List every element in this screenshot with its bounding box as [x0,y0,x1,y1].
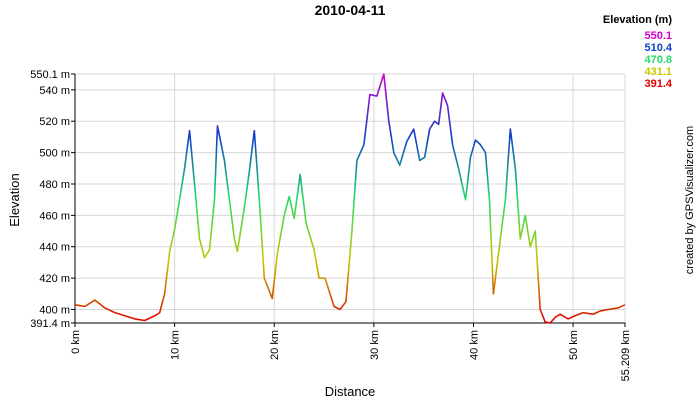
x-tick-label: 10 km [170,330,182,360]
y-tick-label: 520 m [39,116,70,128]
x-tick-label: 20 km [269,330,281,360]
y-tick-label: 400 m [39,305,70,317]
chart-title: 2010-04-11 [315,2,386,18]
x-tick-label: 0 km [70,330,82,354]
legend-value: 431.1 [644,66,672,78]
x-tick-label: 30 km [369,330,381,360]
y-axis-label: Elevation [7,173,22,226]
x-axis-label: Distance [325,384,376,399]
y-tick-label: 550.1 m [30,69,70,81]
legend-value: 510.4 [644,42,672,54]
y-tick-label: 540 m [39,85,70,97]
y-tick-label: 440 m [39,242,70,254]
legend-value: 550.1 [644,30,672,42]
legend-title: Elevation (m) [603,14,672,26]
y-tick-label: 500 m [39,148,70,160]
x-tick-label: 50 km [568,330,580,360]
legend-value: 391.4 [644,78,672,90]
y-tick-label: 460 m [39,210,70,222]
y-tick-label: 420 m [39,273,70,285]
x-tick-label: 55.209 km [620,330,632,381]
y-tick-label: 480 m [39,179,70,191]
elevation-line [74,73,626,324]
credit: created by GPSVisualizer.com [684,126,696,274]
x-tick-label: 40 km [468,330,480,360]
legend-value: 470.8 [644,54,672,66]
y-tick-label: 391.4 m [30,318,70,330]
